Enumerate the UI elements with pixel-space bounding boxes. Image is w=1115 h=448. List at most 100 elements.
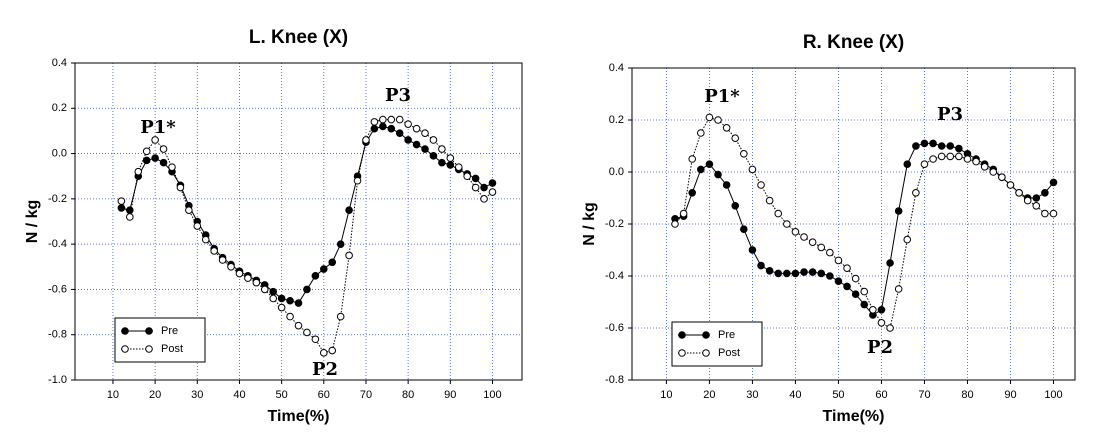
data-point: [920, 160, 929, 168]
data-point: [185, 206, 193, 214]
data-point: [429, 152, 438, 160]
data-point: [395, 115, 404, 124]
data-point: [1006, 181, 1015, 189]
data-point: [370, 118, 379, 126]
y-axis-label: N / kg: [581, 202, 598, 246]
data-point: [697, 165, 705, 174]
x-tick-label: 40: [789, 389, 801, 401]
data-point: [731, 134, 740, 142]
data-point: [286, 296, 294, 305]
data-point: [303, 328, 311, 337]
data-point: [1032, 194, 1041, 202]
data-point: [488, 188, 497, 196]
data-point: [379, 122, 387, 131]
data-point: [808, 268, 817, 276]
legend-label: Pre: [161, 325, 178, 337]
data-point: [151, 136, 159, 144]
y-tick-label: -0.2: [48, 193, 67, 205]
data-point: [210, 247, 218, 255]
data-point: [688, 155, 697, 163]
y-tick-label: 0.2: [52, 102, 67, 114]
data-point: [1023, 196, 1032, 205]
x-tick-label: 50: [832, 389, 844, 401]
x-tick-label: 80: [961, 389, 973, 401]
data-point: [851, 290, 860, 299]
data-point: [269, 287, 277, 296]
data-point: [193, 222, 202, 230]
y-tick-label: -0.8: [605, 374, 624, 386]
y-tick-label: 0.2: [609, 114, 624, 126]
data-point: [1032, 202, 1041, 210]
data-point: [860, 300, 869, 309]
data-point: [877, 319, 886, 327]
data-point: [142, 147, 151, 156]
data-point: [142, 156, 151, 165]
data-point: [869, 306, 877, 314]
data-point: [791, 228, 800, 236]
data-point: [826, 248, 834, 257]
data-point: [765, 196, 774, 205]
data-point: [765, 267, 774, 275]
data-point: [421, 129, 429, 137]
data-point: [843, 264, 851, 273]
chart-title: L. Knee (X): [249, 27, 348, 48]
data-point: [336, 312, 345, 321]
data-point: [303, 285, 311, 294]
x-tick-label: 10: [660, 389, 672, 401]
data-point: [834, 277, 843, 286]
data-point: [345, 251, 353, 260]
y-tick-label: -1.0: [48, 374, 67, 386]
data-point: [714, 116, 722, 124]
data-point: [843, 282, 851, 291]
data-point: [783, 220, 791, 228]
y-tick-label: 0.0: [52, 147, 67, 159]
data-point: [269, 294, 277, 303]
annotation: P3: [385, 85, 411, 106]
legend-marker: [678, 349, 686, 357]
data-point: [117, 197, 126, 205]
x-tick-label: 60: [318, 389, 330, 401]
data-point: [877, 306, 886, 314]
x-tick-label: 90: [444, 389, 456, 401]
data-point: [774, 269, 783, 278]
data-point: [980, 163, 989, 171]
legend-marker: [702, 349, 710, 357]
data-point: [808, 238, 817, 246]
x-tick-label: 10: [107, 389, 119, 401]
data-point: [989, 168, 998, 176]
data-point: [817, 269, 826, 278]
data-point: [336, 240, 345, 248]
data-point: [227, 262, 235, 271]
data-point: [151, 154, 159, 162]
data-point: [912, 189, 920, 197]
data-point: [294, 321, 303, 330]
data-point: [480, 183, 488, 192]
x-tick-label: 70: [918, 389, 930, 401]
x-tick-label: 50: [276, 389, 288, 401]
data-point: [1041, 189, 1049, 197]
y-tick-label: -0.2: [605, 218, 624, 230]
annotation: P3: [937, 104, 963, 125]
data-point: [722, 181, 731, 189]
data-point: [963, 155, 972, 163]
annotation: P1*: [704, 86, 740, 107]
data-point: [1041, 209, 1049, 218]
data-point: [757, 181, 765, 189]
data-point: [471, 174, 480, 183]
data-point: [159, 158, 168, 167]
x-axis-label: Time(%): [823, 408, 885, 425]
data-point: [311, 335, 320, 344]
legend-marker: [121, 345, 129, 353]
data-point: [379, 115, 387, 124]
data-point: [860, 287, 869, 296]
data-point: [800, 268, 808, 276]
data-point: [176, 183, 185, 192]
data-point: [446, 161, 455, 169]
data-point: [235, 269, 244, 278]
data-point: [903, 235, 912, 244]
data-point: [1049, 178, 1058, 187]
data-point: [328, 346, 337, 355]
y-axis-label: N / kg: [24, 200, 41, 244]
legend-box: [671, 321, 763, 367]
data-point: [972, 157, 980, 166]
